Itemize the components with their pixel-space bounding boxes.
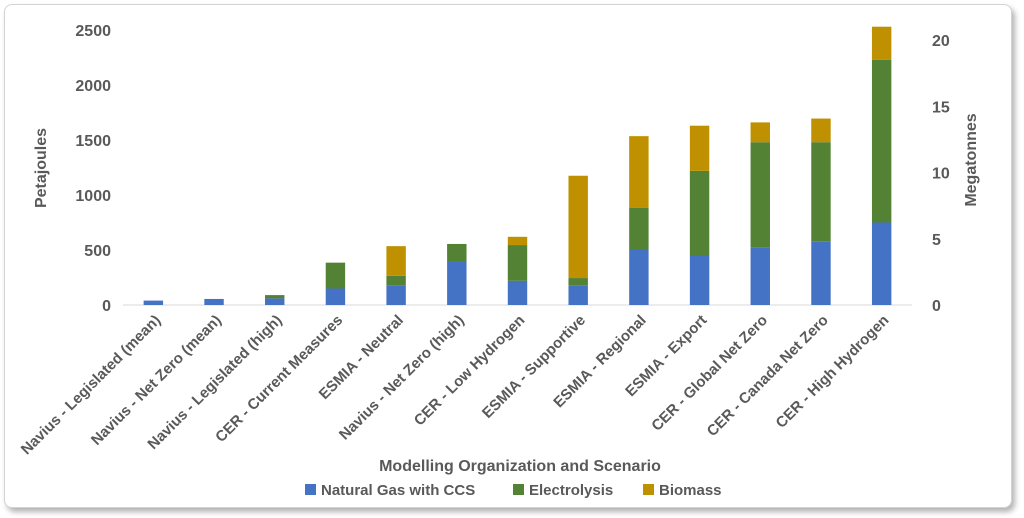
bar-segment-electrolysis xyxy=(871,59,892,223)
y2-axis-ticks: 0 5 10 15 20 xyxy=(932,33,950,315)
category-label: ESMIA - Supportive xyxy=(479,312,589,422)
y2-tick-label: 15 xyxy=(932,99,950,116)
bars xyxy=(143,26,892,305)
bar-segment-natural-gas-with-ccs xyxy=(811,241,831,305)
bar-segment-natural-gas-with-ccs xyxy=(204,298,224,305)
bar-segment-electrolysis xyxy=(265,295,285,299)
bar-segment-natural-gas-with-ccs xyxy=(507,280,528,305)
y2-tick-label: 10 xyxy=(932,166,950,183)
y-tick-label: 500 xyxy=(84,243,111,260)
category-label: CER - Global Net Zero xyxy=(648,312,771,435)
bar-segment-biomass xyxy=(689,125,710,171)
legend-swatch xyxy=(643,484,654,495)
bar-segment-electrolysis xyxy=(386,275,406,286)
bar-segment-biomass xyxy=(629,136,649,208)
bar-segment-electrolysis xyxy=(568,278,588,286)
bar-segment-electrolysis xyxy=(811,142,831,242)
bar-segment-natural-gas-with-ccs xyxy=(750,247,770,305)
bar-segment-natural-gas-with-ccs xyxy=(689,255,710,305)
legend-swatch xyxy=(513,484,524,495)
y-axis-title: Petajoules xyxy=(33,128,50,208)
bar-segment-biomass xyxy=(507,236,528,246)
bar-segment-electrolysis xyxy=(750,142,770,248)
bar-segment-electrolysis xyxy=(629,207,649,250)
y-tick-label: 2000 xyxy=(75,78,111,95)
category-label: CER - Low Hydrogen xyxy=(411,312,529,430)
bar-segment-biomass xyxy=(871,26,892,60)
legend: Natural Gas with CCS Electrolysis Biomass xyxy=(305,482,722,499)
y-axis-ticks: 0 500 1000 1500 2000 2500 xyxy=(75,23,111,315)
bar-segment-biomass xyxy=(750,122,770,143)
y2-tick-label: 5 xyxy=(932,232,941,249)
y2-axis-title: Megatonnes xyxy=(963,113,980,206)
bar-segment-natural-gas-with-ccs xyxy=(386,285,406,305)
legend-swatch xyxy=(305,484,316,495)
legend-label: Biomass xyxy=(659,482,722,499)
bar-segment-natural-gas-with-ccs xyxy=(143,300,164,305)
bar-segment-natural-gas-with-ccs xyxy=(568,285,588,305)
category-label: CER - Current Measures xyxy=(212,312,346,446)
x-axis-title: Modelling Organization and Scenario xyxy=(379,458,661,475)
y-tick-label: 1500 xyxy=(75,133,111,150)
bar-segment-natural-gas-with-ccs xyxy=(325,288,346,305)
legend-label: Electrolysis xyxy=(529,482,613,499)
y-tick-label: 2500 xyxy=(75,23,111,40)
bar-segment-biomass xyxy=(811,118,831,143)
y2-tick-label: 0 xyxy=(932,298,941,315)
bar-segment-biomass xyxy=(386,246,406,276)
bar-segment-electrolysis xyxy=(507,245,528,281)
bar-segment-natural-gas-with-ccs xyxy=(871,222,892,305)
category-labels: Navius - Legislated (mean)Navius - Net Z… xyxy=(18,312,893,458)
bar-segment-natural-gas-with-ccs xyxy=(629,250,649,305)
bar-segment-electrolysis xyxy=(447,243,467,261)
bar-segment-electrolysis xyxy=(325,262,346,289)
bar-segment-biomass xyxy=(568,175,588,279)
bar-segment-natural-gas-with-ccs xyxy=(265,298,285,305)
category-label: Navius - Net Zero (high) xyxy=(336,312,468,444)
category-label: CER - Canada Net Zero xyxy=(704,312,832,440)
category-label: CER - High Hydrogen xyxy=(773,312,893,432)
y2-tick-label: 20 xyxy=(932,33,950,50)
legend-label: Natural Gas with CCS xyxy=(321,482,475,499)
y-tick-label: 1000 xyxy=(75,188,111,205)
y-tick-label: 0 xyxy=(102,298,111,315)
bar-segment-natural-gas-with-ccs xyxy=(447,261,467,305)
bar-segment-electrolysis xyxy=(689,170,710,256)
